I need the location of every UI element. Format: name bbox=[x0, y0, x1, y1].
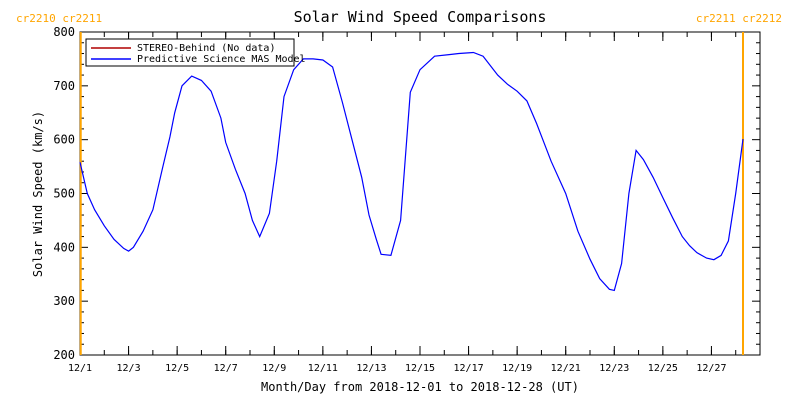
y-axis-label: Solar Wind Speed (km/s) bbox=[31, 111, 45, 277]
x-tick-label: 12/19 bbox=[502, 363, 532, 374]
carrington-labels: cr2210 cr2211 cr2211 cr2212 bbox=[16, 12, 782, 25]
series-line-mas bbox=[79, 51, 744, 292]
legend-box bbox=[85, 38, 295, 67]
legend-label-mas: Predictive Science MAS Model bbox=[137, 54, 306, 65]
x-tick-label: 12/9 bbox=[262, 363, 286, 374]
y-tick-label: 300 bbox=[53, 294, 75, 308]
y-tick-label: 600 bbox=[53, 133, 75, 147]
y-axis-ticks: 200 300 400 500 600 700 800 bbox=[53, 25, 760, 362]
y-tick-label: 200 bbox=[53, 348, 75, 362]
legend-label-stereo: STEREO-Behind (No data) bbox=[137, 43, 275, 54]
x-tick-label: 12/21 bbox=[551, 363, 581, 374]
y-tick-label: 800 bbox=[53, 25, 75, 39]
x-tick-label: 12/23 bbox=[599, 363, 629, 374]
x-tick-label: 12/13 bbox=[356, 363, 386, 374]
carrington-label-right: cr2211 cr2212 bbox=[696, 12, 782, 25]
x-tick-label: 12/7 bbox=[214, 363, 238, 374]
carrington-label-left: cr2210 cr2211 bbox=[16, 12, 102, 25]
series-lines bbox=[79, 51, 744, 292]
carrington-lines bbox=[79, 32, 744, 355]
y-tick-label: 400 bbox=[53, 240, 75, 254]
x-tick-label: 12/11 bbox=[308, 363, 338, 374]
y-tick-label: 500 bbox=[53, 187, 75, 201]
x-tick-label: 12/3 bbox=[117, 363, 141, 374]
x-tick-label: 12/5 bbox=[165, 363, 189, 374]
x-tick-label: 12/25 bbox=[648, 363, 678, 374]
plot-frame bbox=[79, 31, 761, 356]
legend: STEREO-Behind (No data) Predictive Scien… bbox=[85, 38, 306, 67]
y-tick-label: 700 bbox=[53, 79, 75, 93]
x-tick-label: 12/17 bbox=[454, 363, 484, 374]
x-tick-label: 12/27 bbox=[696, 363, 726, 374]
x-axis-label: Month/Day from 2018-12-01 to 2018-12-28 … bbox=[261, 380, 579, 394]
x-tick-label: 12/15 bbox=[405, 363, 435, 374]
x-tick-label: 12/1 bbox=[68, 363, 92, 374]
chart-title: Solar Wind Speed Comparisons bbox=[294, 8, 547, 26]
x-axis-ticks: 12/1 12/3 12/5 12/7 12/9 12/11 12/13 12/15 12/17… bbox=[68, 32, 761, 374]
